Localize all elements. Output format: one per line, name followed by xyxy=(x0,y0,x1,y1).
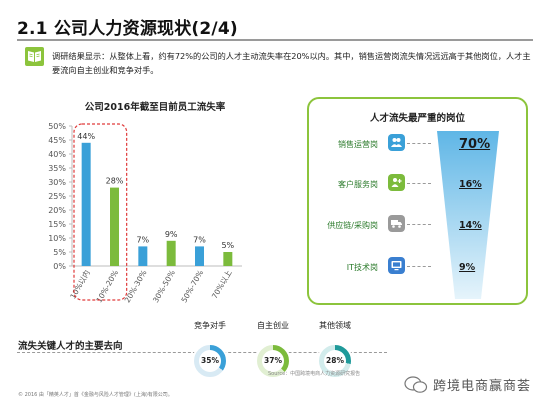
truck-icon xyxy=(388,215,405,232)
y-tick-label: 30% xyxy=(48,178,66,187)
destination-donut-competitor: 35% xyxy=(192,343,228,379)
destination-donut-other: 28% xyxy=(317,343,353,379)
destination-value-competitor: 35% xyxy=(199,350,221,372)
role-label-service: 客户服务岗 xyxy=(338,180,378,189)
y-tick-label: 40% xyxy=(48,150,66,159)
bar-value-label: 9% xyxy=(165,230,178,239)
bar-value-label: 28% xyxy=(106,177,124,186)
page-title: 2.1 公司人力资源现状(2/4) xyxy=(17,19,238,39)
dash-line-service xyxy=(407,183,431,184)
x-tick-label: 10%以内 xyxy=(67,268,91,300)
bar-value-label: 7% xyxy=(193,235,206,244)
worst-roles-title: 人才流失最严重的岗位 xyxy=(369,113,465,124)
y-tick-label: 45% xyxy=(48,136,66,145)
bar-value-label: 5% xyxy=(221,241,234,250)
book-icon xyxy=(25,47,44,66)
title-divider xyxy=(17,39,533,41)
y-tick-label: 0% xyxy=(53,262,66,271)
y-tick-label: 15% xyxy=(48,220,66,229)
highlight-box xyxy=(73,123,128,301)
percent-service: 16% xyxy=(459,179,482,190)
bar-1 xyxy=(81,142,91,266)
summary-text: 调研结果显示：从整体上看，约有72%的公司的人才主动流失率在20%以内。其中，销… xyxy=(52,51,531,75)
bar-4 xyxy=(166,240,176,266)
role-label-it: IT技术岗 xyxy=(346,263,378,272)
bar-value-label: 44% xyxy=(77,132,95,141)
bar-2 xyxy=(110,187,119,266)
y-tick-label: 35% xyxy=(48,164,66,173)
worst-roles-panel: 人才流失最严重的岗位 销售运营岗 70% 客户服务岗 16% 供应链/采购岗 1… xyxy=(307,97,528,305)
percent-supply: 14% xyxy=(459,220,482,231)
x-tick-label: 70%以上 xyxy=(210,268,234,300)
copyright-footer: © 2016 由「精英人才」首《金融与风险人才管理》(上海)有限公司。 xyxy=(18,392,173,398)
destination-label-competitor: 竞争对手 xyxy=(194,321,226,330)
turnover-chart-title: 公司2016年截至目前员工流失率 xyxy=(84,102,226,113)
y-tick-label: 10% xyxy=(48,234,66,243)
destination-label-other: 其他领域 xyxy=(319,321,351,330)
funnel-shape xyxy=(437,131,499,299)
y-tick-label: 5% xyxy=(53,248,66,257)
source-note: Source：中国跨境电商人力资源研究报告 xyxy=(268,371,361,377)
bar-value-label: 7% xyxy=(136,235,149,244)
dash-line-sales xyxy=(407,143,431,144)
destination-donut-startup: 37% xyxy=(255,343,291,379)
dash-line-supply xyxy=(407,224,431,225)
x-tick-label: 50%-70% xyxy=(179,269,205,305)
destination-label-startup: 自主创业 xyxy=(257,321,289,330)
destination-value-other: 28% xyxy=(324,350,346,372)
turnover-bar-chart: 0% 5% 10% 15% 20% 25% 30% 35% 40% 45% 50% 44% 10%以内 2… xyxy=(48,122,242,305)
percent-it: 9% xyxy=(459,262,476,273)
dash-line-it xyxy=(407,266,431,267)
watermark: 跨境电商赢商荟 xyxy=(433,379,532,394)
x-tick-label: 30%-50% xyxy=(151,269,177,305)
y-tick-label: 20% xyxy=(48,206,66,215)
monitor-icon xyxy=(388,257,405,274)
role-label-sales: 销售运营岗 xyxy=(338,140,378,149)
bar-5 xyxy=(195,246,204,266)
bar-3 xyxy=(138,246,148,266)
role-label-supply: 供应链/采购岗 xyxy=(327,221,378,230)
destination-value-startup: 37% xyxy=(262,350,284,372)
wechat-icon xyxy=(404,376,428,393)
percent-sales: 70% xyxy=(459,137,491,152)
y-tick-label: 25% xyxy=(48,192,66,201)
add-user-icon xyxy=(388,174,405,191)
x-tick-label: 10%-20% xyxy=(94,269,120,305)
destinations-title: 流失关键人才的主要去向 xyxy=(18,341,123,352)
bar-6 xyxy=(223,252,233,266)
y-tick-label: 50% xyxy=(48,122,66,131)
people-icon xyxy=(388,134,405,151)
